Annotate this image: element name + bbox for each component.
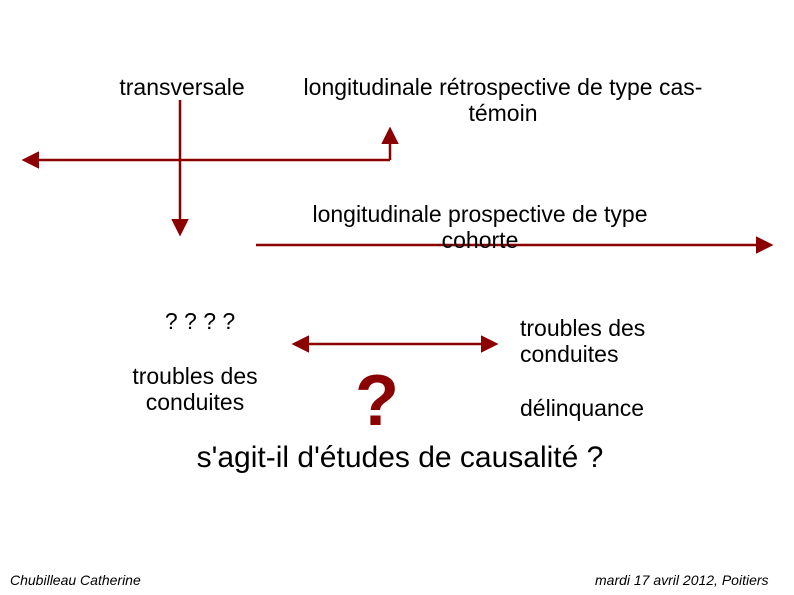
label-transversale: transversale [112,74,252,100]
label-troubles-left: troubles des conduites [110,363,280,416]
label-causality: s'agit-il d'études de causalité ? [145,441,655,476]
footer-date: mardi 17 avril 2012, Poitiers [595,572,769,588]
label-prospective: longitudinale prospective de type cohort… [295,201,665,254]
footer-author: Chubilleau Catherine [10,572,141,588]
label-retro: longitudinale rétrospective de type cas-… [278,74,728,127]
label-troubles-right: troubles des conduites [520,315,690,368]
label-delinquance: délinquance [520,395,690,421]
slide-stage: transversale longitudinale rétrospective… [0,0,794,595]
big-question-mark: ? [355,360,399,442]
label-qmarks: ? ? ? ? [140,308,260,334]
